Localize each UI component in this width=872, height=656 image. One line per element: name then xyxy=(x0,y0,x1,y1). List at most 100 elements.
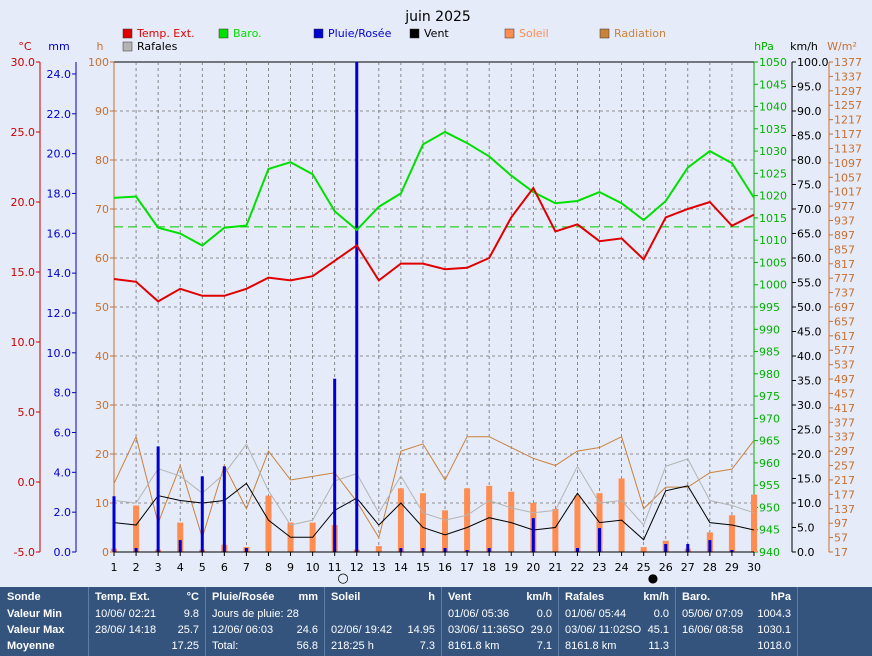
temp-axis-tick-label: 0.0 xyxy=(18,476,36,489)
x-tick-label: 24 xyxy=(615,561,629,574)
legend-label: Pluie/Rosée xyxy=(328,27,392,40)
rain-bar xyxy=(421,548,425,552)
rad-axis-tick-label: 577 xyxy=(834,344,855,357)
sun-bar xyxy=(265,495,272,552)
x-tick-label: 13 xyxy=(372,561,386,574)
rain-total: 56.8 xyxy=(296,640,318,652)
chart-marks xyxy=(111,62,757,552)
rain-total-label: Total: xyxy=(212,640,239,652)
sun-axis-tick-label: 20 xyxy=(95,448,109,461)
rain-bar xyxy=(399,548,403,552)
col-unit-baro: hPa xyxy=(770,591,791,603)
rain-bar xyxy=(200,476,204,552)
new-moon-marker: ● xyxy=(648,571,658,585)
rad-axis-tick-label: 1177 xyxy=(834,128,862,141)
rad-axis-tick-label: 497 xyxy=(834,373,855,386)
sun-axis-tick-label: 30 xyxy=(95,399,109,412)
wind-min-date: 01/06/ 05:36 xyxy=(448,608,510,620)
unit-label-rain: mm xyxy=(48,40,69,53)
rad-axis-tick-label: 1017 xyxy=(834,186,862,199)
table-col-wind: Vent km/h 01/06/ 05:36 0.0 03/06/ 11:36S… xyxy=(441,587,558,656)
legend-swatch xyxy=(409,28,420,39)
temp-axis-tick-label: 30.0 xyxy=(11,56,36,69)
unit-label-wind: km/h xyxy=(790,40,818,53)
x-tick-label: 7 xyxy=(243,561,250,574)
gust-min: 0.0 xyxy=(653,608,669,620)
rain-axis-tick-label: 20.0 xyxy=(47,148,72,161)
wind-dist: 8161.8 km xyxy=(448,640,500,652)
rad-axis-tick-label: 657 xyxy=(834,315,855,328)
radiation-line xyxy=(113,435,755,540)
rad-axis-tick-label: 617 xyxy=(834,330,855,343)
sun-axis-tick-label: 0 xyxy=(102,546,109,559)
wind-axis-tick-label: 35.0 xyxy=(797,375,822,388)
x-tick-label: 3 xyxy=(155,561,162,574)
rain-bar xyxy=(355,62,359,552)
baro-max: 1030.1 xyxy=(757,624,791,636)
rain-bar xyxy=(531,518,535,552)
baro-axis-tick-label: 995 xyxy=(759,301,780,314)
wind-axis-tick-label: 70.0 xyxy=(797,203,822,216)
table-col-baro: Baro. hPa 05/06/ 07:09 1004.3 16/06/ 08:… xyxy=(675,587,797,656)
rain-axis-tick-label: 2.0 xyxy=(54,506,72,519)
wind-axis-tick-label: 50.0 xyxy=(797,301,822,314)
rain-max: 24.6 xyxy=(296,624,318,636)
temp-axis-tick-label: -5.0 xyxy=(14,546,35,559)
chart-title: juin 2025 xyxy=(404,9,471,25)
wind-axis-tick-label: 65.0 xyxy=(797,228,822,241)
x-tick-label: 17 xyxy=(460,561,474,574)
sun-bar xyxy=(574,495,581,552)
x-tick-label: 1 xyxy=(111,561,118,574)
temp-axis-tick-label: 5.0 xyxy=(18,406,36,419)
rain-bar xyxy=(598,528,602,552)
sun-bar xyxy=(618,478,625,552)
wind-axis-tick-label: 90.0 xyxy=(797,105,822,118)
wind-axis-tick-label: 45.0 xyxy=(797,326,822,339)
gust-avg: 11.3 xyxy=(648,640,669,652)
baro-max-date: 16/06/ 08:58 xyxy=(682,624,744,636)
rain-axis-tick-label: 16.0 xyxy=(47,227,72,240)
sun-max: 14.95 xyxy=(407,624,435,636)
wind-axis-tick-label: 80.0 xyxy=(797,154,822,167)
axes: 30.0 25.0 20.0 15.0 10.0 5.0 0.0 -5.0 24.0 22.0 20… xyxy=(11,56,863,559)
wind-axis-tick-label: 15.0 xyxy=(797,473,822,486)
baro-axis-tick-label: 940 xyxy=(759,546,780,559)
legend-label: Temp. Ext. xyxy=(136,27,195,40)
wind-axis-tick-label: 5.0 xyxy=(797,522,815,535)
legend-swatch xyxy=(218,28,229,39)
baro-axis-tick-label: 1015 xyxy=(759,212,787,225)
unit-label-sun: h xyxy=(97,40,104,53)
col-unit-sun: h xyxy=(428,591,435,603)
x-tick-label: 14 xyxy=(394,561,408,574)
baro-axis-tick-label: 1005 xyxy=(759,256,787,269)
unit-label-temp: °C xyxy=(18,40,32,53)
rain-axis-tick-label: 6.0 xyxy=(54,426,72,439)
rain-bar xyxy=(664,544,668,552)
temp-axis-tick-label: 20.0 xyxy=(11,196,36,209)
table-col-rain: Pluie/Rosée mm Jours de pluie: 28 12/06/… xyxy=(205,587,324,656)
col-unit-wind: km/h xyxy=(526,591,552,603)
baro-axis-tick-label: 1040 xyxy=(759,101,787,114)
rain-axis-tick-label: 4.0 xyxy=(54,466,72,479)
sun-axis-tick-label: 70 xyxy=(95,203,109,216)
rain-bar xyxy=(487,548,491,552)
x-tick-label: 11 xyxy=(328,561,342,574)
sun-bar xyxy=(486,485,493,552)
sun-axis-tick-label: 100 xyxy=(88,56,109,69)
temp-max: 25.7 xyxy=(177,624,199,636)
legend-label: Vent xyxy=(424,27,449,40)
legend-label: Soleil xyxy=(519,27,549,40)
rain-axis-tick-label: 8.0 xyxy=(54,387,72,400)
rad-axis-tick-label: 1057 xyxy=(834,171,862,184)
legend-swatch xyxy=(313,28,324,39)
rad-axis-tick-label: 777 xyxy=(834,272,855,285)
col-header-sun: Soleil xyxy=(331,591,361,603)
rad-axis-tick-label: 1297 xyxy=(834,85,862,98)
x-tick-label: 25 xyxy=(637,561,651,574)
legend: Temp. Ext. Baro. Pluie/Rosée Vent Soleil Radi… xyxy=(122,27,666,53)
rad-axis-tick-label: 1377 xyxy=(834,56,862,69)
rad-axis-tick-label: 17 xyxy=(834,546,848,559)
x-tick-label: 29 xyxy=(725,561,739,574)
baro-axis-tick-label: 980 xyxy=(759,368,780,381)
rad-axis-tick-label: 537 xyxy=(834,359,855,372)
